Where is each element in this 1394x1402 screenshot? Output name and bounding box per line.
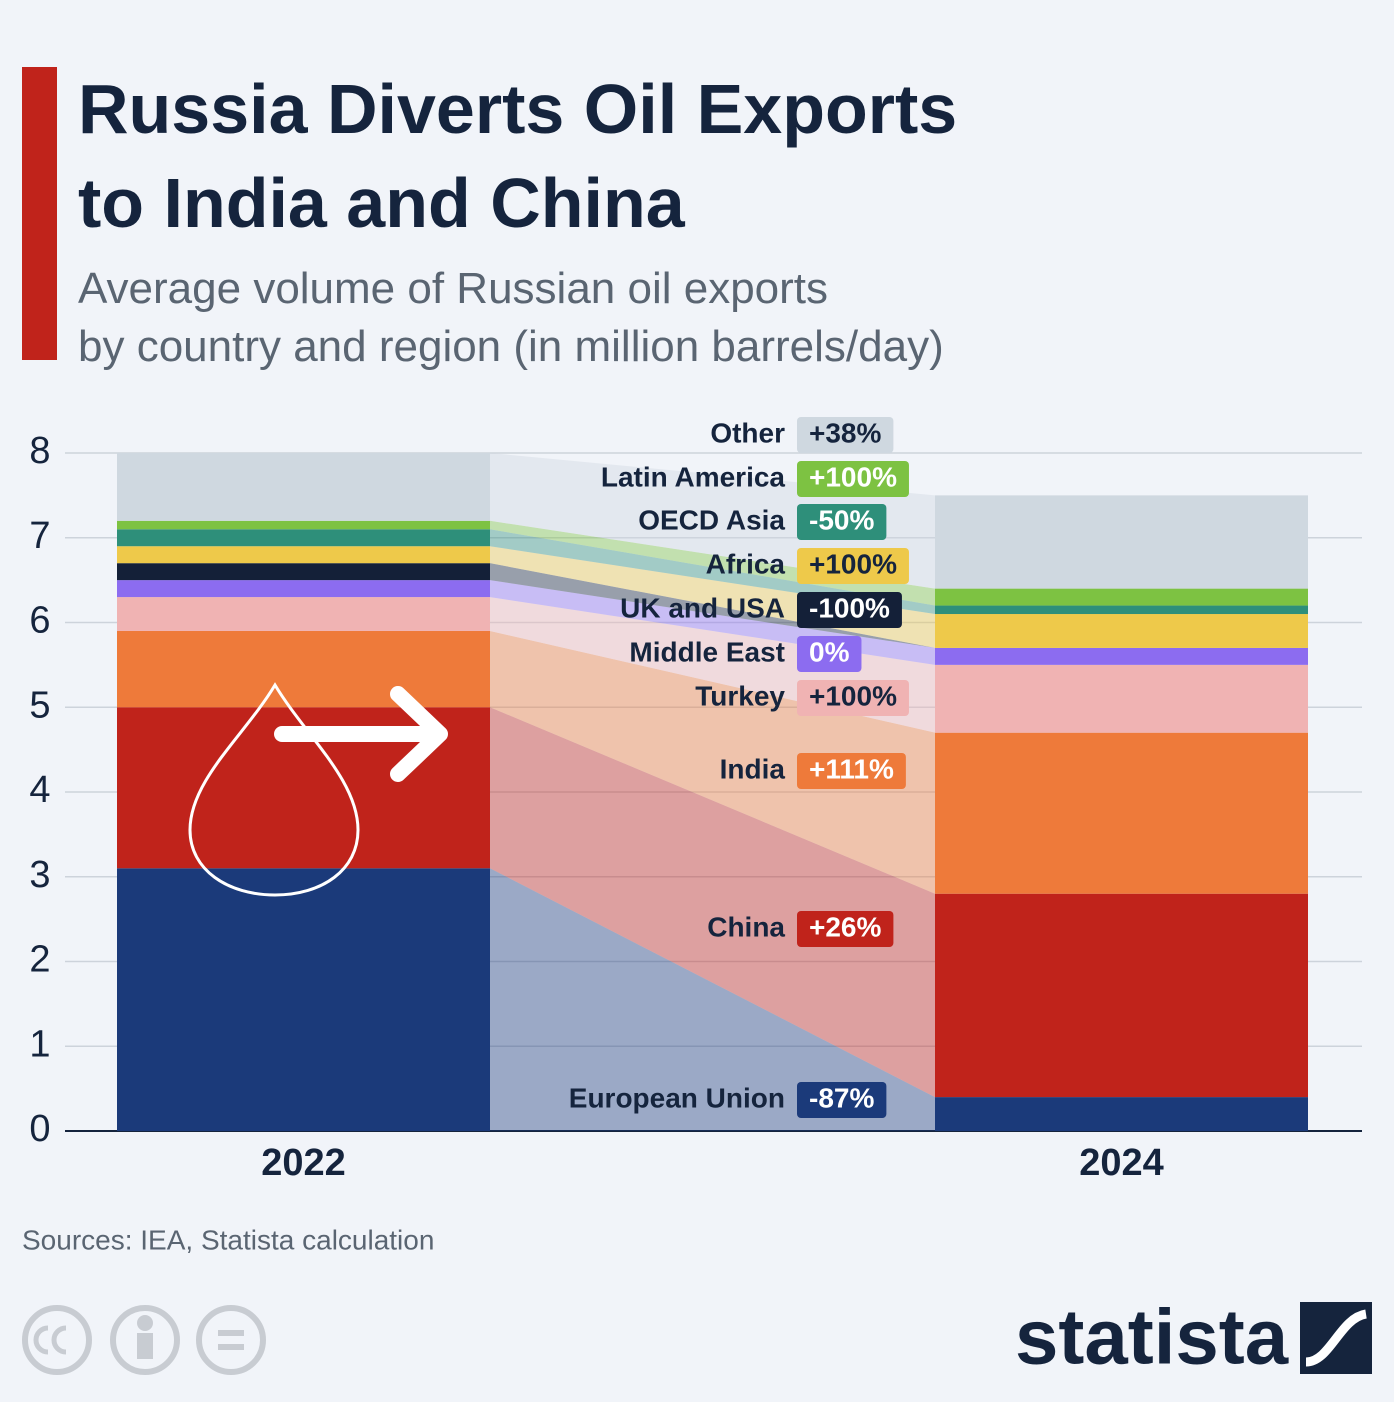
chart-title: Russia Diverts Oil Exports to India and … (78, 70, 958, 242)
change-label: -87% (809, 1082, 874, 1113)
flow-band (490, 707, 935, 1098)
flow-band (490, 630, 935, 894)
y-tick-label: 2 (29, 939, 50, 981)
bar-segment (117, 520, 490, 530)
bar-segment (935, 1097, 1308, 1131)
change-label: +26% (809, 911, 881, 942)
bar-segment (117, 597, 490, 631)
series-label: OECD Asia (638, 504, 785, 535)
accent-bar (22, 67, 57, 360)
brand-icon (1300, 1302, 1372, 1374)
y-tick-label: 5 (29, 684, 50, 726)
y-tick-label: 0 (29, 1108, 50, 1150)
change-badge (797, 636, 862, 672)
chart-subtitle: Average volume of Russian oil exports by… (78, 264, 944, 371)
flow-band (490, 868, 935, 1131)
bar-segment (935, 732, 1308, 894)
change-badge (797, 592, 902, 628)
bar-segment (935, 605, 1308, 615)
series-label: Middle East (629, 636, 785, 667)
series-label: Other (710, 417, 785, 448)
series-label: Turkey (695, 680, 785, 711)
change-badge (797, 504, 887, 540)
series-label: Africa (706, 548, 786, 579)
change-label: +100% (809, 680, 897, 711)
bar-segment (935, 495, 1308, 589)
change-label: +38% (809, 417, 881, 448)
oil-drop-icon (188, 682, 448, 897)
bar-segment (117, 630, 490, 708)
bar-segment (117, 529, 490, 547)
series-label: China (707, 911, 785, 942)
bar-segment (117, 868, 490, 1131)
change-badge (797, 461, 909, 497)
license-icons (22, 1305, 266, 1375)
x-tick-label: 2022 (261, 1142, 346, 1184)
change-badge (797, 548, 909, 584)
y-tick-label: 6 (29, 600, 50, 642)
change-label: -50% (809, 504, 874, 535)
change-label: +111% (809, 753, 894, 784)
y-tick-label: 3 (29, 854, 50, 896)
y-tick-label: 4 (29, 769, 50, 811)
bar-segment (117, 563, 490, 581)
change-label: +100% (809, 548, 897, 579)
bar-segment (117, 580, 490, 598)
change-badge (797, 911, 894, 947)
flow-band (490, 520, 935, 606)
series-label: UK and USA (620, 592, 785, 623)
series-label: European Union (569, 1082, 785, 1113)
x-tick-label: 2024 (1079, 1142, 1164, 1184)
bar-segment (117, 453, 490, 521)
change-label: -100% (809, 592, 890, 623)
brand: statista (1015, 1293, 1289, 1381)
change-badge (797, 680, 909, 716)
change-label: 0% (809, 636, 850, 667)
source: Sources: IEA, Statista calculation (22, 1224, 434, 1255)
change-badge (797, 417, 894, 453)
bar-segment (117, 546, 490, 564)
y-tick-label: 7 (29, 515, 50, 557)
bar-segment (935, 893, 1308, 1098)
bar-segment (935, 588, 1308, 606)
bar-segment (935, 647, 1308, 665)
change-badge (797, 1082, 887, 1118)
bar-segment (935, 614, 1308, 648)
change-label: +100% (809, 461, 897, 492)
bar-segment (935, 664, 1308, 733)
change-badge (797, 753, 906, 789)
y-tick-label: 8 (29, 430, 50, 472)
series-label: Latin America (601, 461, 786, 492)
series-label: India (720, 753, 786, 784)
y-tick-label: 1 (29, 1023, 50, 1065)
